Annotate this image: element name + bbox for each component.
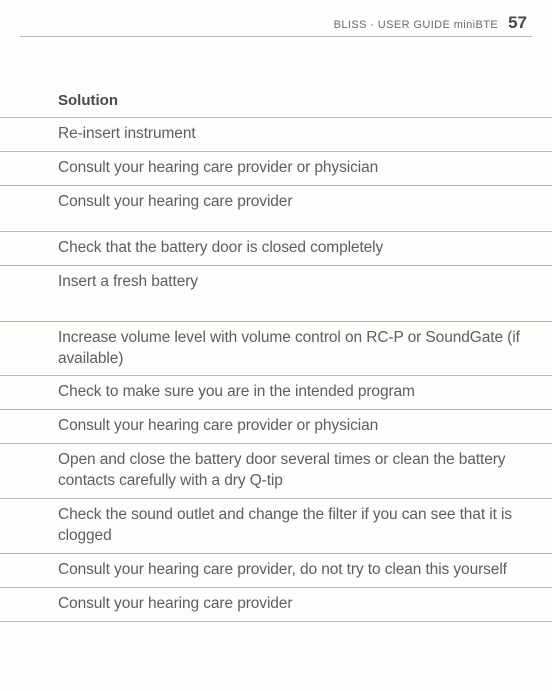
header-label: BLISS · USER GUIDE miniBTE — [334, 19, 498, 31]
header-rule — [20, 36, 532, 37]
table-row: Check that the battery door is closed co… — [0, 231, 552, 265]
row-text: Check the sound outlet and change the fi… — [58, 506, 512, 544]
row-text: Consult your hearing care provider, do n… — [58, 561, 507, 578]
table-end-rule — [0, 621, 552, 622]
table-row: Check the sound outlet and change the fi… — [0, 498, 552, 553]
table-row: Consult your hearing care provider, do n… — [0, 553, 552, 587]
table-row: Consult your hearing care provider — [0, 185, 552, 219]
table-row: Consult your hearing care provider — [0, 587, 552, 621]
table-row: Re-insert instrument — [0, 117, 552, 151]
table-row: Consult your hearing care provider or ph… — [0, 151, 552, 185]
row-text: Consult your hearing care provider or ph… — [58, 417, 378, 434]
section-title: Solution — [0, 92, 552, 117]
table-row: Consult your hearing care provider or ph… — [0, 409, 552, 443]
page-header: BLISS · USER GUIDE miniBTE 57 — [334, 13, 527, 33]
row-text: Consult your hearing care provider — [58, 595, 292, 612]
row-text: Consult your hearing care provider or ph… — [58, 159, 378, 176]
row-text: Increase volume level with volume contro… — [58, 329, 520, 367]
table-row: Insert a fresh battery — [0, 265, 552, 321]
page-number: 57 — [508, 13, 527, 33]
content-area: Solution Re-insert instrument Consult yo… — [0, 92, 552, 622]
row-text: Consult your hearing care provider — [58, 193, 292, 210]
table-row: Increase volume level with volume contro… — [0, 321, 552, 376]
row-text: Re-insert instrument — [58, 125, 196, 142]
row-text: Insert a fresh battery — [58, 273, 198, 290]
table-row: Check to make sure you are in the intend… — [0, 375, 552, 409]
row-text: Check that the battery door is closed co… — [58, 239, 383, 256]
row-text: Check to make sure you are in the intend… — [58, 383, 415, 400]
table-row: Open and close the battery door several … — [0, 443, 552, 498]
row-text: Open and close the battery door several … — [58, 451, 505, 489]
